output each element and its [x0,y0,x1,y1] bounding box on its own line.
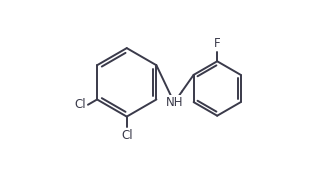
Text: Cl: Cl [121,129,133,142]
Text: F: F [214,37,220,50]
Text: NH: NH [165,96,183,109]
Text: Cl: Cl [75,98,86,111]
